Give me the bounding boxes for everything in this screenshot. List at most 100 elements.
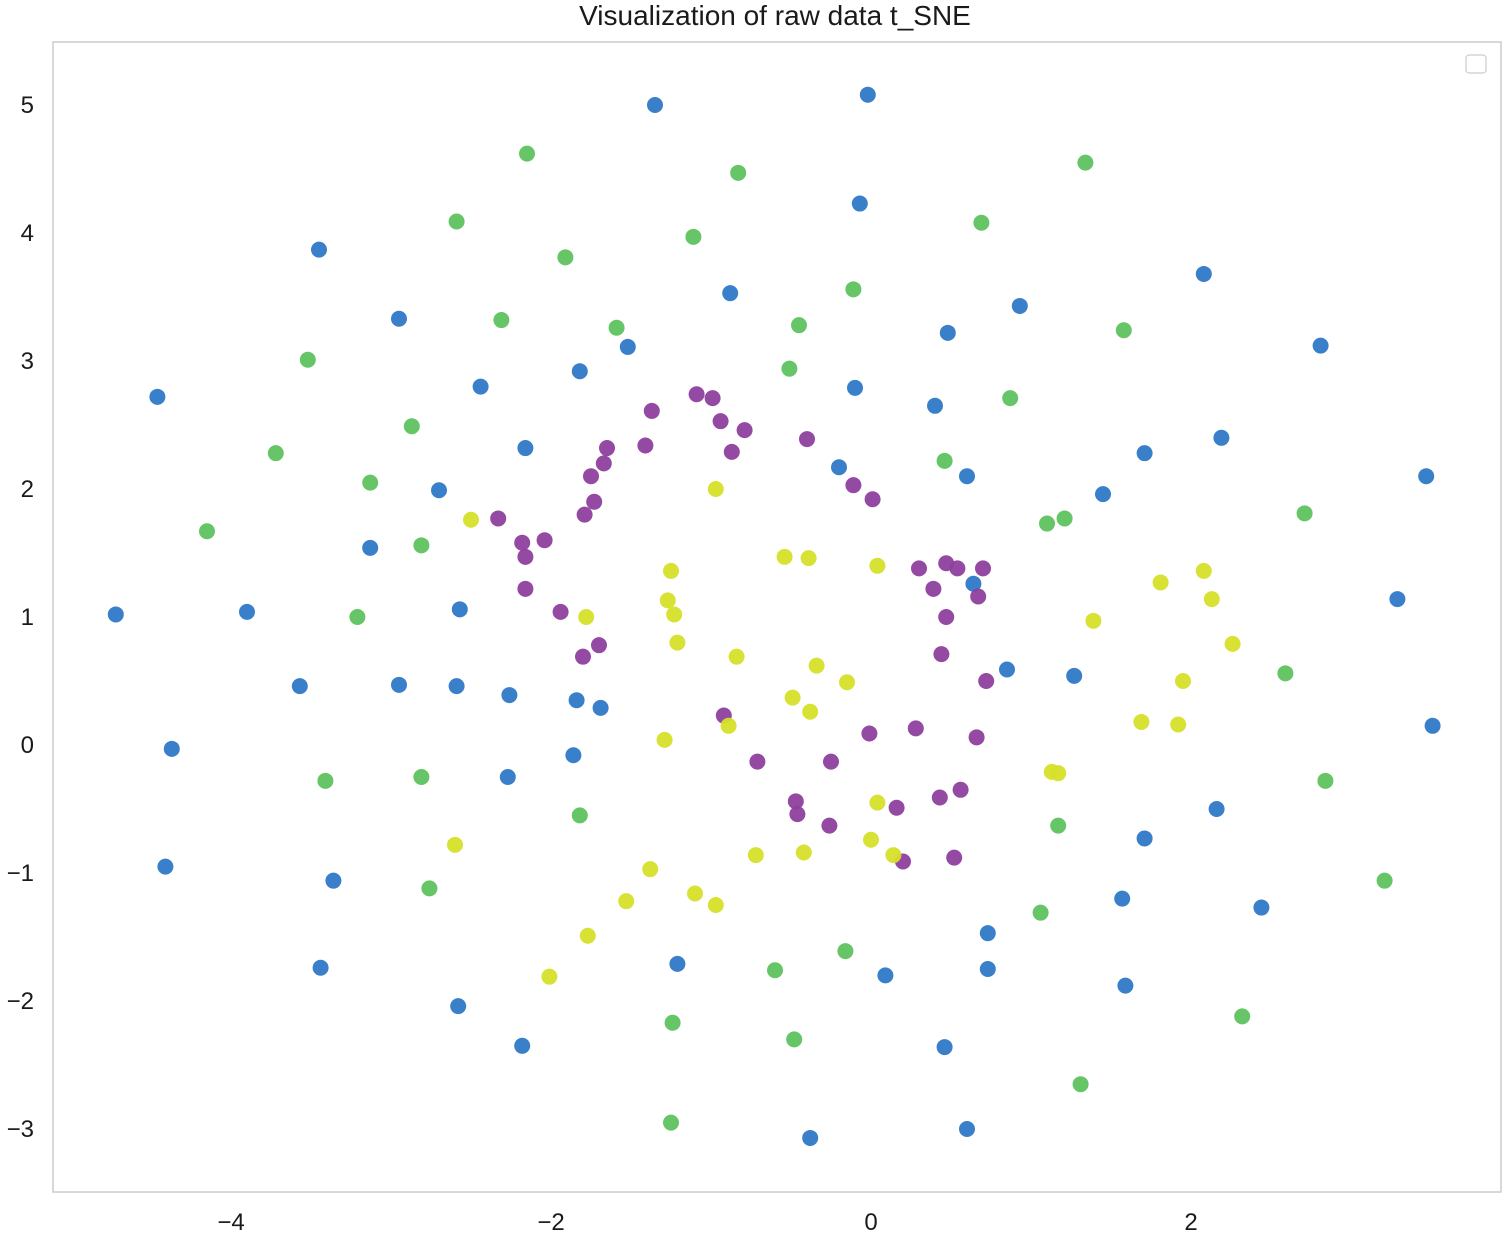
data-point — [517, 440, 534, 457]
data-point — [979, 925, 996, 942]
y-tick-label: 1 — [21, 604, 34, 631]
data-point — [599, 440, 615, 457]
data-point — [413, 769, 430, 785]
data-point — [864, 491, 881, 508]
data-point — [931, 789, 948, 806]
data-point — [927, 397, 943, 414]
data-point — [1095, 486, 1111, 503]
data-point — [1077, 154, 1094, 171]
plot-frame — [52, 41, 1502, 1193]
data-point — [450, 998, 467, 1015]
data-point — [979, 961, 996, 977]
data-point — [669, 634, 686, 651]
data-point — [728, 648, 745, 665]
data-point — [802, 703, 819, 720]
y-tick-label: −3 — [7, 1116, 34, 1143]
data-point — [568, 692, 585, 709]
data-point — [707, 897, 724, 913]
data-point — [311, 241, 327, 258]
data-point — [1114, 890, 1131, 907]
data-point — [888, 799, 905, 816]
data-point — [823, 753, 839, 770]
data-point — [1376, 872, 1393, 889]
data-point — [362, 474, 379, 491]
data-point — [938, 609, 955, 625]
data-point — [736, 422, 753, 439]
data-point — [907, 720, 924, 737]
data-point — [592, 699, 609, 716]
data-point — [519, 145, 535, 162]
data-point — [970, 588, 987, 605]
data-point — [642, 861, 659, 878]
data-point — [637, 437, 654, 454]
y-tick-label: −1 — [7, 860, 34, 887]
data-point — [712, 413, 729, 430]
y-tick-label: 5 — [21, 92, 34, 119]
data-point — [845, 281, 862, 298]
data-point — [965, 575, 982, 592]
data-point — [463, 511, 479, 528]
data-point — [791, 317, 807, 334]
data-point — [1234, 1008, 1251, 1025]
data-point — [869, 557, 886, 574]
data-point — [163, 740, 180, 757]
data-point — [925, 580, 942, 597]
data-point — [776, 548, 793, 565]
data-point — [619, 338, 636, 355]
data-point — [583, 468, 599, 485]
data-point — [586, 493, 603, 510]
data-points — [107, 86, 1441, 1146]
data-point — [579, 927, 596, 944]
data-point — [659, 592, 676, 609]
x-axis-tick-labels: −4 −2 0 2 — [217, 1209, 1197, 1234]
data-point — [1296, 505, 1313, 522]
data-point — [767, 962, 783, 979]
data-point — [541, 968, 558, 985]
data-point — [493, 312, 510, 329]
data-point — [517, 548, 534, 565]
data-point — [747, 847, 764, 864]
data-point — [799, 431, 815, 448]
data-point — [618, 893, 635, 910]
data-point — [536, 532, 553, 549]
chart-title: Visualization of raw data t_SNE — [579, 0, 971, 31]
data-point — [959, 468, 975, 485]
data-point — [325, 872, 342, 889]
data-point — [575, 648, 591, 665]
data-point — [1011, 297, 1028, 314]
data-point — [501, 687, 518, 704]
data-point — [839, 674, 855, 691]
data-point — [1195, 562, 1212, 579]
data-point — [349, 609, 366, 625]
data-point — [1032, 904, 1049, 921]
data-point — [800, 550, 817, 567]
data-point — [1195, 265, 1212, 282]
data-point — [789, 806, 806, 823]
data-point — [973, 214, 990, 231]
data-point — [107, 606, 124, 623]
data-point — [723, 443, 740, 460]
y-tick-label: 4 — [21, 220, 34, 247]
data-point — [1424, 717, 1441, 734]
data-point — [499, 769, 516, 785]
data-point — [571, 807, 588, 824]
y-tick-label: −2 — [7, 988, 34, 1015]
data-point — [643, 402, 660, 419]
data-point — [391, 676, 407, 693]
data-point — [1085, 612, 1102, 629]
legend-box — [1465, 54, 1487, 74]
x-tick-label: 0 — [864, 1209, 877, 1234]
data-point — [885, 847, 902, 864]
data-point — [299, 351, 316, 368]
data-point — [877, 967, 894, 984]
data-point — [267, 445, 284, 462]
data-point — [565, 747, 582, 764]
data-point — [472, 378, 489, 395]
data-point — [936, 1039, 953, 1056]
data-point — [1056, 510, 1073, 527]
data-point — [591, 637, 607, 654]
data-point — [1208, 801, 1225, 817]
data-point — [1203, 591, 1220, 608]
x-tick-label: −4 — [217, 1209, 244, 1234]
